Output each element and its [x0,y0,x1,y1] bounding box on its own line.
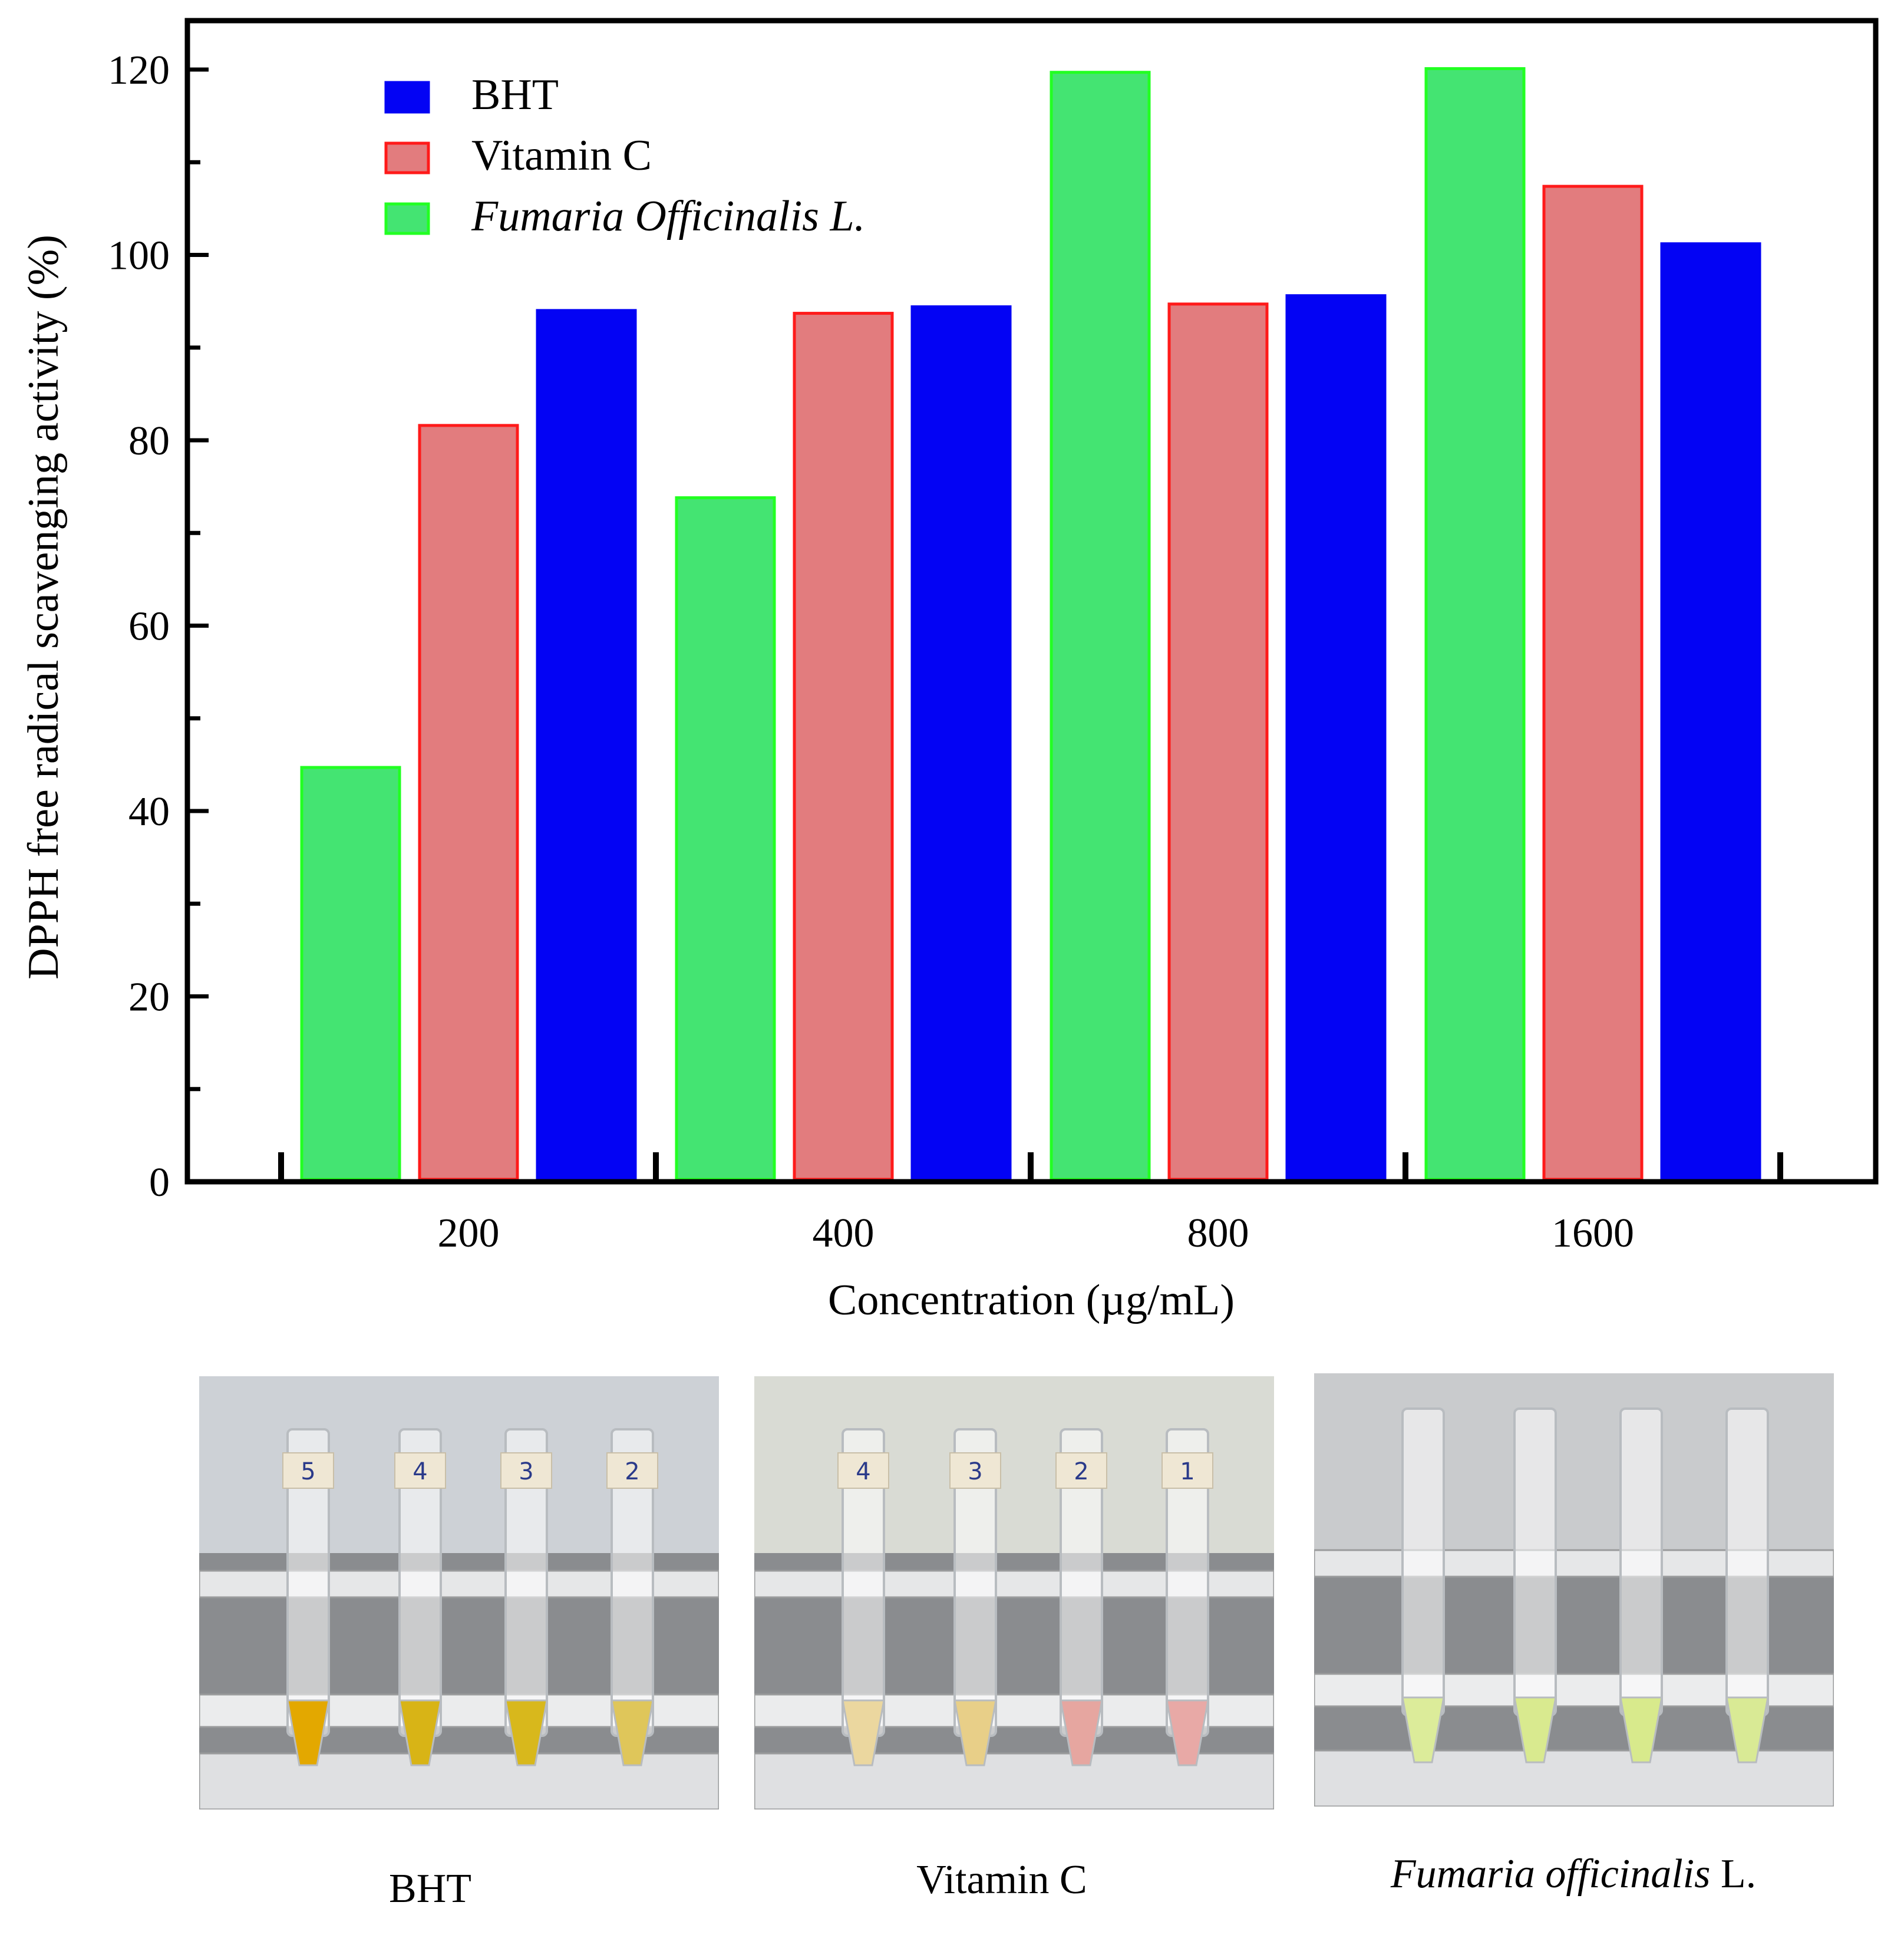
y-tick-label: 20 [128,975,170,1020]
y-tick-label: 120 [108,48,170,93]
bar-bht-800 [1285,294,1387,1181]
bar-vitamin-400 [793,312,894,1181]
bar-vitamin-1600 [1542,184,1644,1181]
bar-vitamin-200 [418,424,519,1181]
tube-liquid [1725,1696,1769,1763]
tube-liquid [842,1699,885,1766]
tube-label-tape [1055,1452,1107,1489]
bar-fumaria-800 [1050,71,1151,1181]
test-tube [1725,1407,1769,1716]
x-tick-label: 400 [813,1211,875,1256]
tube-liquid [504,1699,548,1766]
tube-liquid [286,1699,330,1766]
legend: BHT Vitamin C Fumaria Officinalis L. [384,71,865,240]
tube-label-tape [394,1452,446,1489]
tube-liquid [1513,1696,1557,1763]
legend-swatch [384,202,430,235]
caption-vitamin-c: Vitamin C [916,1857,1087,1903]
tube-label-number: 4 [413,1458,427,1485]
tube-label-number: 5 [301,1458,315,1485]
tube-label-number: 2 [625,1458,639,1485]
y-tick-label: 100 [108,233,170,279]
x-axis-title: Concentration (µg/mL) [828,1276,1235,1324]
tube-liquid [1401,1696,1445,1763]
tube-liquid [611,1699,654,1766]
bar-vitamin-800 [1167,302,1269,1181]
tube-label-tape [282,1452,334,1489]
y-tick-label: 0 [149,1160,170,1205]
x-tick-label: 1600 [1552,1211,1634,1256]
tube-liquid [953,1699,997,1766]
photo-bht-tubes: 5 4 3 2 [199,1376,719,1809]
legend-swatch [384,141,430,174]
photo-fumaria-tubes [1314,1373,1834,1807]
tube-liquid [398,1699,442,1766]
y-axis-title: DPPH free radical scavenging activity (%… [19,235,68,980]
bar-fumaria-200 [300,766,401,1181]
tube-liquid [1166,1699,1209,1766]
bar-bht-200 [536,309,637,1181]
tube-label-tape [1161,1452,1213,1489]
legend-label: Vitamin C [471,131,652,180]
tube-label-tape [606,1452,658,1489]
test-tube [1619,1407,1663,1716]
y-tick-label: 80 [128,418,170,464]
tube-label-number: 3 [519,1458,533,1485]
test-tube [1513,1407,1557,1716]
tube-label-number: 3 [968,1458,982,1485]
tube-label-number: 4 [856,1458,870,1485]
tube-label-number: 1 [1180,1458,1194,1485]
tube-liquid [1060,1699,1103,1766]
bar-bht-1600 [1660,242,1761,1181]
bar-fumaria-1600 [1424,67,1526,1181]
x-tick-label: 200 [438,1211,500,1256]
test-tube [1401,1407,1445,1716]
caption-fumaria-italic: Fumaria officinalis [1390,1851,1711,1897]
tube-label-tape [949,1452,1001,1489]
tube-liquid [1619,1696,1663,1763]
legend-swatch [384,81,430,114]
legend-label: Fumaria Officinalis L. [471,192,865,240]
legend-label: BHT [471,71,559,119]
tube-label-tape [500,1452,552,1489]
bar-chart: 0 20 40 60 80 100 120 200 400 800 1600 Concentratio… [19,18,1879,1324]
tube-label-number: 2 [1074,1458,1088,1485]
bars-group [300,67,1761,1181]
y-tick-label: 60 [128,604,170,650]
tube-label-tape [837,1452,889,1489]
bar-bht-400 [910,305,1012,1181]
y-tick-label: 40 [128,789,170,835]
caption-fumaria-suffix: L. [1710,1851,1757,1897]
axes-group: 0 20 40 60 80 100 120 200 400 800 1600 Concentratio… [19,18,1879,1324]
photo-vitamin-c-tubes: 4 3 2 1 [754,1376,1274,1809]
bar-fumaria-400 [675,496,776,1181]
caption-fumaria: Fumaria officinalis L. [1308,1851,1839,1898]
x-tick-label: 800 [1187,1211,1249,1256]
caption-bht: BHT [389,1866,471,1911]
